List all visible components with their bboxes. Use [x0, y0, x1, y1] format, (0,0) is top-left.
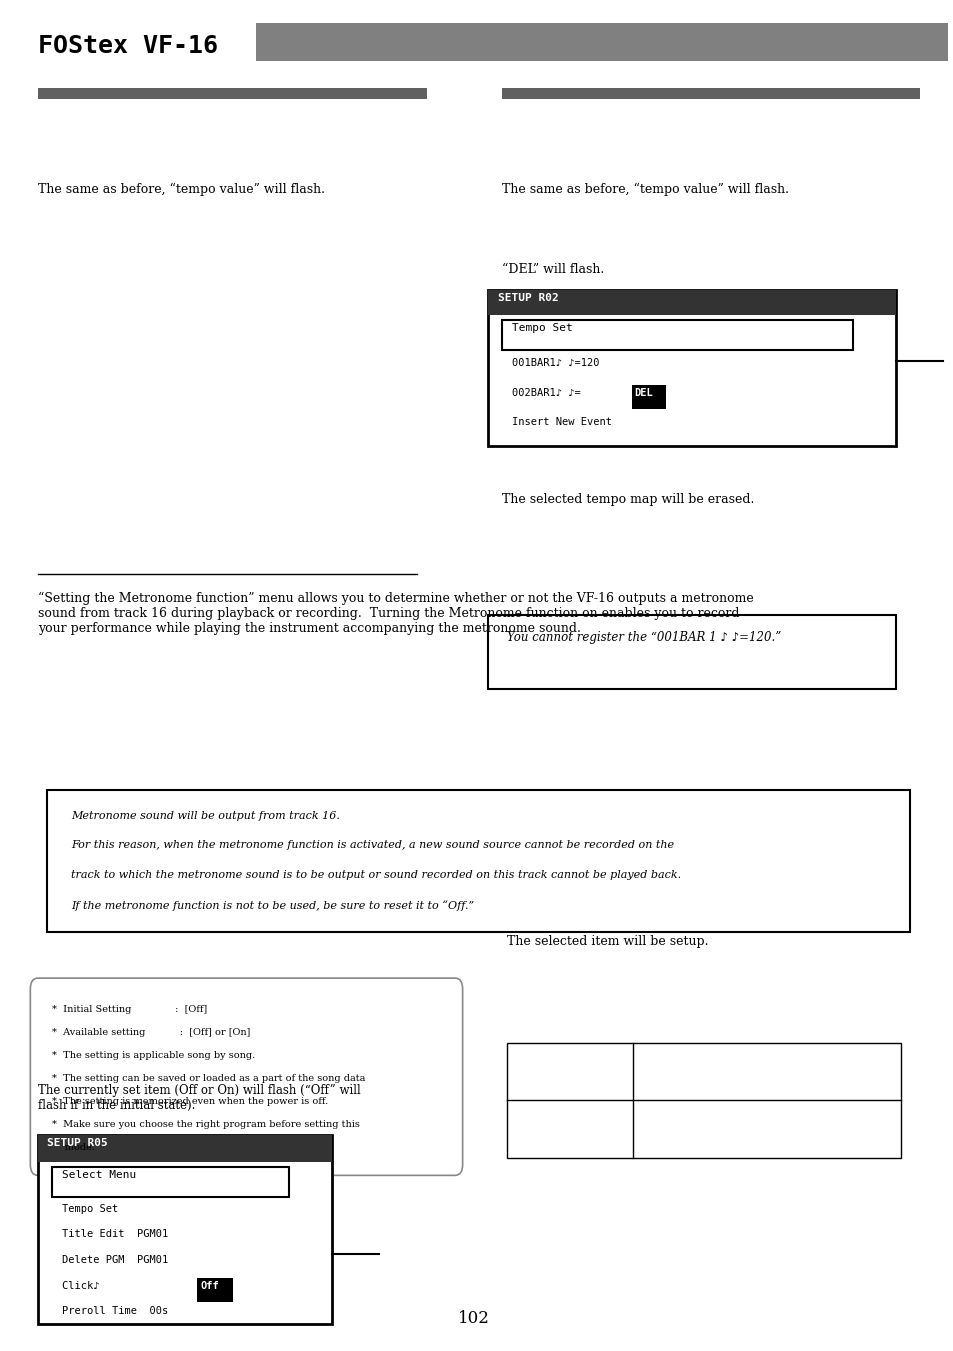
Bar: [52, 1167, 289, 1197]
Bar: [38, 1135, 332, 1324]
Text: *  Available setting           :  [Off] or [On]: * Available setting : [Off] or [On]: [52, 1028, 251, 1038]
Bar: [488, 615, 895, 689]
Text: Click♪: Click♪: [62, 1281, 149, 1290]
Text: The same as before, “tempo value” will flash.: The same as before, “tempo value” will f…: [502, 182, 789, 196]
Text: “DEL” will flash.: “DEL” will flash.: [502, 263, 604, 277]
Text: Tempo Set: Tempo Set: [512, 323, 572, 332]
Text: The selected tempo map will be erased.: The selected tempo map will be erased.: [502, 493, 754, 507]
Bar: [255, 23, 947, 61]
Text: *  The setting can be saved or loaded as a part of the song data: * The setting can be saved or loaded as …: [52, 1074, 365, 1084]
Text: mode.: mode.: [52, 1143, 95, 1152]
Text: 102: 102: [457, 1309, 490, 1327]
Text: The currently set item (Off or On) will flash (“Off” will
flash if in the initia: The currently set item (Off or On) will …: [38, 1084, 360, 1112]
Text: *  Initial Setting              :  [Off]: * Initial Setting : [Off]: [52, 1005, 207, 1015]
Bar: [632, 385, 666, 409]
Text: For this reason, when the metronome function is activated, a new sound source ca: For this reason, when the metronome func…: [71, 840, 674, 850]
Bar: [38, 1135, 332, 1162]
Bar: [502, 88, 919, 99]
Bar: [48, 790, 909, 932]
Text: SETUP R02: SETUP R02: [497, 293, 558, 303]
Bar: [197, 1278, 233, 1302]
Bar: [38, 88, 426, 99]
Text: The same as before, “tempo value” will flash.: The same as before, “tempo value” will f…: [38, 182, 325, 196]
Text: track to which the metronome sound is to be output or sound recorded on this tra: track to which the metronome sound is to…: [71, 870, 680, 880]
Bar: [502, 320, 852, 350]
Text: 001BAR1♪ ♪=120: 001BAR1♪ ♪=120: [512, 358, 598, 367]
Text: 002BAR1♪ ♪=: 002BAR1♪ ♪=: [512, 388, 598, 397]
Text: *  Make sure you choose the right program before setting this: * Make sure you choose the right program…: [52, 1120, 359, 1129]
Text: The selected item will be setup.: The selected item will be setup.: [507, 935, 708, 948]
Text: Off: Off: [200, 1281, 218, 1290]
Text: Metronome sound will be output from track 16.: Metronome sound will be output from trac…: [71, 811, 339, 820]
FancyBboxPatch shape: [30, 978, 462, 1175]
Text: Insert New Event: Insert New Event: [512, 417, 611, 427]
Text: “Setting the Metronome function” menu allows you to determine whether or not the: “Setting the Metronome function” menu al…: [38, 592, 753, 635]
Text: *  The setting is applicable song by song.: * The setting is applicable song by song…: [52, 1051, 255, 1061]
Text: SETUP R05: SETUP R05: [48, 1138, 108, 1147]
Bar: [507, 1043, 900, 1158]
Text: Tempo Set: Tempo Set: [62, 1204, 118, 1213]
Text: FOStex VF-16: FOStex VF-16: [38, 34, 217, 58]
Text: Select Menu: Select Menu: [62, 1170, 135, 1179]
Text: You cannot register the “001BAR 1 ♪ ♪=120.”: You cannot register the “001BAR 1 ♪ ♪=12…: [507, 631, 781, 644]
Bar: [488, 290, 895, 446]
Text: If the metronome function is not to be used, be sure to reset it to “Off.”: If the metronome function is not to be u…: [71, 900, 474, 911]
Text: DEL: DEL: [634, 388, 652, 397]
Text: *  The setting is memorized even when the power is off.: * The setting is memorized even when the…: [52, 1097, 328, 1106]
Bar: [488, 290, 895, 315]
Text: Title Edit  PGM01: Title Edit PGM01: [62, 1229, 168, 1239]
Text: Delete PGM  PGM01: Delete PGM PGM01: [62, 1255, 168, 1265]
Text: Preroll Time  00s: Preroll Time 00s: [62, 1306, 168, 1316]
